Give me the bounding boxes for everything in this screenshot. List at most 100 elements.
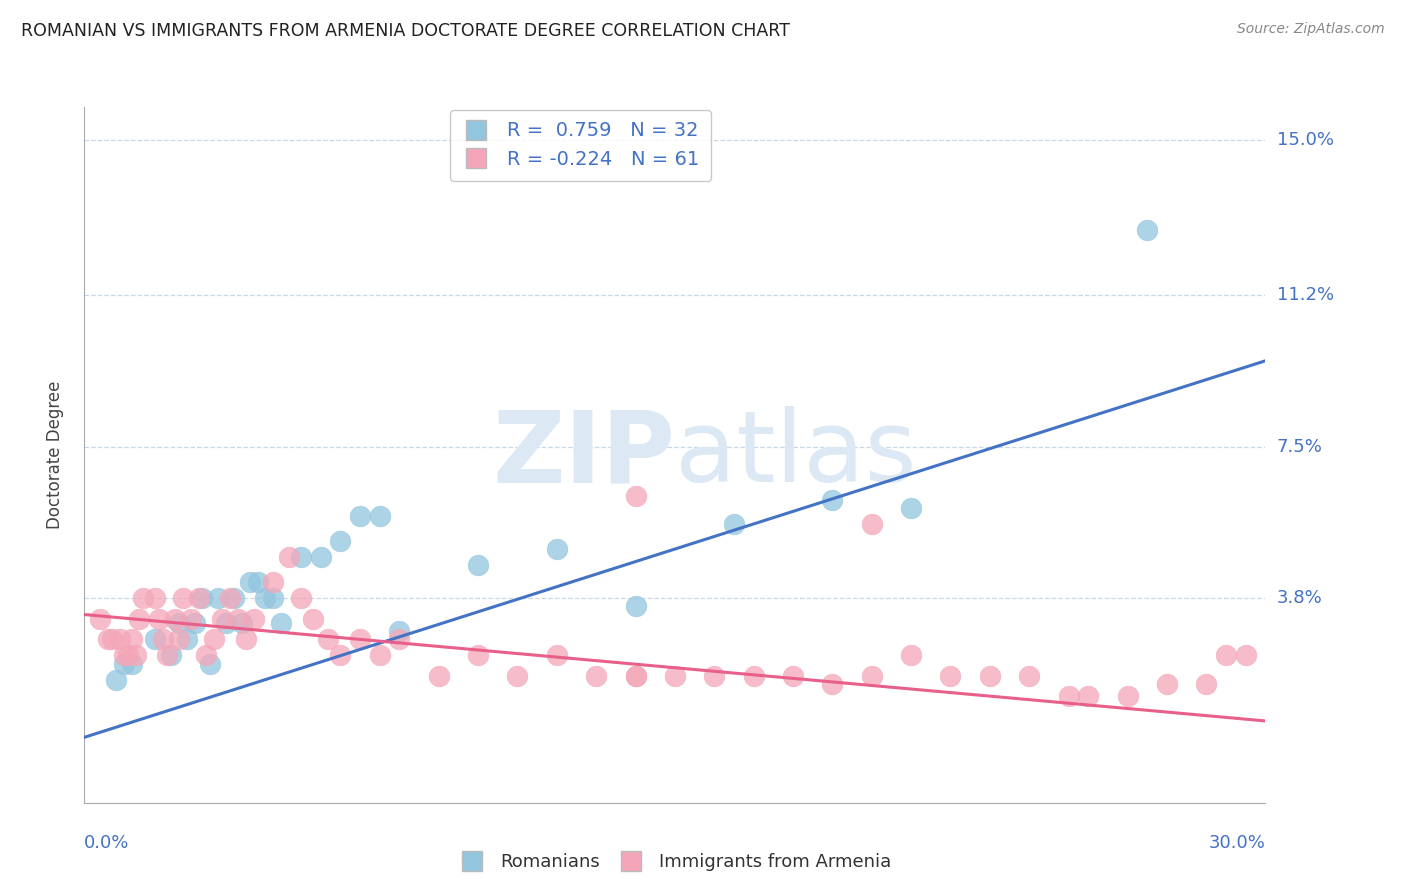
Point	[467, 648, 489, 663]
Point	[143, 591, 166, 606]
Point	[624, 669, 647, 683]
Point	[156, 648, 179, 663]
Point	[195, 648, 218, 663]
Point	[191, 591, 214, 606]
Point	[388, 624, 411, 638]
Point	[202, 632, 225, 646]
Point	[235, 632, 257, 646]
Legend: Romanians, Immigrants from Armenia: Romanians, Immigrants from Armenia	[451, 847, 898, 879]
Point	[742, 669, 765, 683]
Point	[117, 648, 139, 663]
Point	[104, 673, 127, 687]
Point	[900, 648, 922, 663]
Point	[1077, 690, 1099, 704]
Text: 30.0%: 30.0%	[1209, 834, 1265, 852]
Point	[219, 591, 242, 606]
Point	[1234, 648, 1257, 663]
Point	[152, 632, 174, 646]
Point	[222, 591, 245, 606]
Point	[176, 632, 198, 646]
Point	[108, 632, 131, 646]
Point	[262, 591, 284, 606]
Point	[200, 657, 222, 671]
Point	[163, 612, 186, 626]
Point	[128, 612, 150, 626]
Point	[329, 648, 352, 663]
Y-axis label: Doctorate Degree: Doctorate Degree	[45, 381, 63, 529]
Text: 3.8%: 3.8%	[1277, 589, 1322, 607]
Point	[290, 591, 312, 606]
Point	[1136, 223, 1159, 237]
Point	[207, 591, 229, 606]
Point	[262, 574, 284, 589]
Point	[1156, 677, 1178, 691]
Point	[101, 632, 124, 646]
Point	[215, 615, 238, 630]
Point	[329, 533, 352, 548]
Point	[270, 615, 292, 630]
Text: Source: ZipAtlas.com: Source: ZipAtlas.com	[1237, 22, 1385, 37]
Point	[180, 612, 202, 626]
Point	[167, 632, 190, 646]
Point	[782, 669, 804, 683]
Text: 7.5%: 7.5%	[1277, 438, 1323, 456]
Legend: R =  0.759   N = 32, R = -0.224   N = 61: R = 0.759 N = 32, R = -0.224 N = 61	[450, 110, 710, 181]
Text: 15.0%: 15.0%	[1277, 131, 1333, 149]
Point	[112, 648, 135, 663]
Point	[97, 632, 120, 646]
Point	[664, 669, 686, 683]
Point	[301, 612, 323, 626]
Point	[506, 669, 529, 683]
Point	[624, 489, 647, 503]
Point	[368, 648, 391, 663]
Point	[546, 542, 568, 557]
Point	[821, 492, 844, 507]
Point	[427, 669, 450, 683]
Point	[1116, 690, 1139, 704]
Point	[309, 550, 332, 565]
Point	[254, 591, 277, 606]
Point	[187, 591, 209, 606]
Point	[546, 648, 568, 663]
Point	[121, 632, 143, 646]
Text: ROMANIAN VS IMMIGRANTS FROM ARMENIA DOCTORATE DEGREE CORRELATION CHART: ROMANIAN VS IMMIGRANTS FROM ARMENIA DOCT…	[21, 22, 790, 40]
Point	[143, 632, 166, 646]
Point	[368, 509, 391, 524]
Point	[585, 669, 607, 683]
Text: atlas: atlas	[675, 407, 917, 503]
Point	[211, 612, 233, 626]
Point	[723, 517, 745, 532]
Point	[242, 612, 264, 626]
Point	[1018, 669, 1040, 683]
Point	[172, 591, 194, 606]
Point	[183, 615, 205, 630]
Point	[167, 615, 190, 630]
Point	[624, 669, 647, 683]
Point	[226, 612, 249, 626]
Point	[821, 677, 844, 691]
Point	[132, 591, 155, 606]
Point	[349, 632, 371, 646]
Text: 11.2%: 11.2%	[1277, 286, 1334, 304]
Point	[467, 558, 489, 573]
Point	[160, 648, 183, 663]
Text: ZIP: ZIP	[492, 407, 675, 503]
Point	[89, 612, 111, 626]
Point	[1215, 648, 1237, 663]
Point	[1195, 677, 1218, 691]
Point	[290, 550, 312, 565]
Text: 0.0%: 0.0%	[84, 834, 129, 852]
Point	[239, 574, 262, 589]
Point	[860, 517, 883, 532]
Point	[318, 632, 340, 646]
Point	[231, 615, 253, 630]
Point	[624, 599, 647, 614]
Point	[124, 648, 146, 663]
Point	[246, 574, 269, 589]
Point	[1057, 690, 1080, 704]
Point	[860, 669, 883, 683]
Point	[939, 669, 962, 683]
Point	[703, 669, 725, 683]
Point	[148, 612, 170, 626]
Point	[278, 550, 301, 565]
